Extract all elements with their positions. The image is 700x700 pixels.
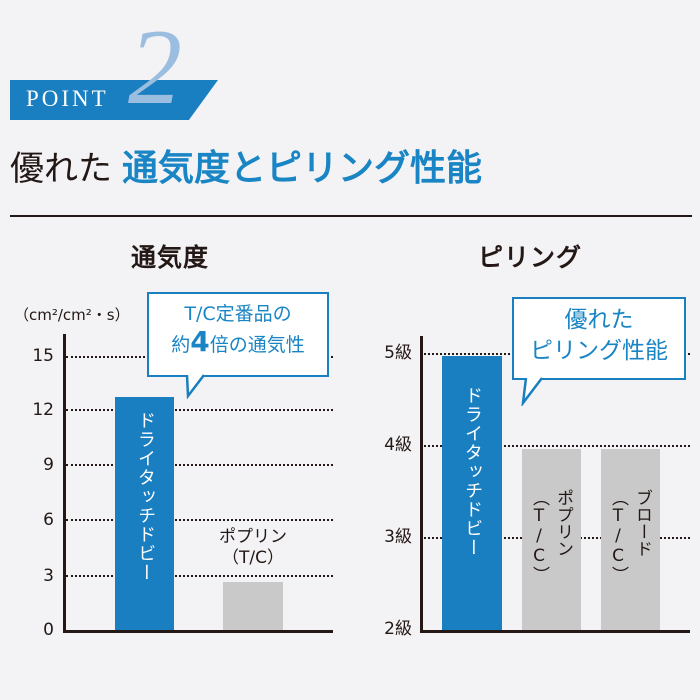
divider bbox=[10, 215, 692, 217]
y-axis bbox=[63, 334, 66, 632]
x-axis bbox=[63, 630, 333, 633]
callout-line1: 優れた bbox=[564, 307, 634, 333]
y-tick: 5級 bbox=[384, 343, 412, 363]
gridline-3 bbox=[66, 575, 333, 577]
y-tick: 2級 bbox=[384, 619, 412, 639]
bar-sublabel: （T/C） bbox=[608, 489, 628, 583]
headline-main: 通気度とピリング性能 bbox=[122, 147, 483, 189]
bar-label-line1: ポプリン bbox=[219, 527, 287, 547]
callout-air-permeability: T/C定番品の 約4倍の通気性 bbox=[147, 292, 329, 377]
bar-broad-tc: ブロード （T/C） bbox=[601, 449, 660, 631]
callout-line1: T/C定番品の bbox=[184, 303, 292, 325]
gridline-6 bbox=[66, 519, 333, 521]
bar-dry-touch-dobby: ドライタッチドビー bbox=[442, 356, 502, 631]
bar-label: ドライタッチドビー bbox=[135, 411, 156, 582]
chart-title: ピリング bbox=[477, 243, 582, 272]
y-tick: 12 bbox=[32, 400, 54, 420]
y-tick: 6 bbox=[43, 510, 54, 530]
callout-pilling: 優れた ピリング性能 bbox=[512, 297, 686, 380]
callout-text: 倍の通気性 bbox=[209, 334, 305, 356]
callout-line2: 約4倍の通気性 bbox=[149, 328, 327, 359]
page-title: 優れた 通気度とピリング性能 bbox=[10, 143, 482, 194]
bar-label: ブロード bbox=[632, 489, 652, 557]
callout-highlight: 4 bbox=[190, 325, 210, 358]
y-tick: 3 bbox=[43, 566, 54, 586]
y-tick: 3級 bbox=[384, 527, 412, 547]
bar-poplin-tc bbox=[223, 582, 283, 631]
point-banner bbox=[10, 80, 218, 120]
point-label: POINT bbox=[26, 86, 109, 111]
bar-label: ポプリン bbox=[553, 489, 573, 557]
x-axis bbox=[420, 630, 690, 633]
gridline-12 bbox=[66, 409, 333, 411]
callout-line2: ピリング性能 bbox=[530, 338, 668, 364]
point-number: 2 bbox=[128, 8, 182, 127]
bar-label: ドライタッチドビー bbox=[462, 386, 483, 557]
bar-label-line2: （T/C） bbox=[222, 548, 284, 568]
y-tick: 4級 bbox=[384, 435, 412, 455]
callout-tail bbox=[521, 377, 543, 406]
callout-text: 約 bbox=[171, 334, 191, 356]
bar-sublabel: （T/C） bbox=[529, 489, 549, 583]
bar-label-poplin: ポプリン （T/C） bbox=[196, 527, 310, 569]
y-tick: 9 bbox=[43, 455, 54, 475]
gridline-4 bbox=[424, 445, 690, 447]
bar-dry-touch-dobby: ドライタッチドビー bbox=[115, 397, 174, 631]
y-tick: 0 bbox=[43, 620, 54, 640]
headline-prefix: 優れた bbox=[10, 149, 112, 189]
gridline-9 bbox=[66, 464, 333, 466]
y-axis bbox=[420, 336, 423, 632]
y-axis-unit: （cm²/cm²・s） bbox=[14, 306, 130, 324]
bar-poplin-tc: ポプリン （T/C） bbox=[522, 449, 581, 631]
chart-title: 通気度 bbox=[130, 243, 209, 272]
y-tick: 15 bbox=[32, 346, 54, 366]
callout-tail bbox=[185, 374, 205, 399]
